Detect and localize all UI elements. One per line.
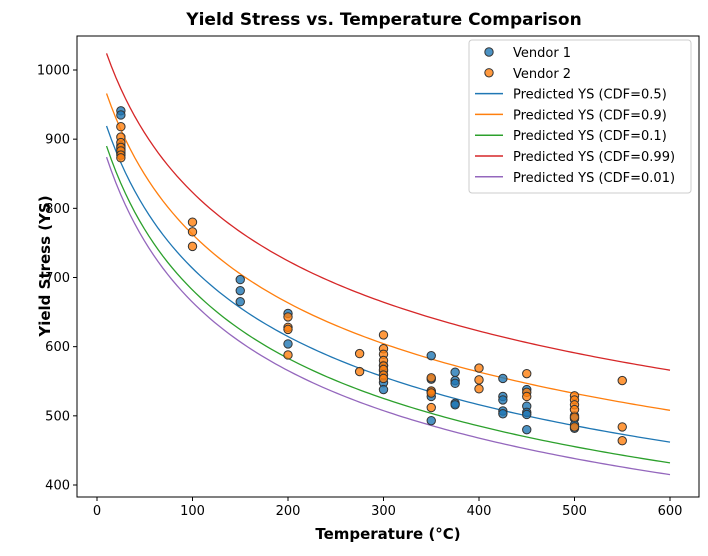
- x-tick-label: 500: [562, 504, 587, 519]
- scatter-point-1-6: [235, 285, 245, 296]
- y-tick-label: 800: [45, 202, 70, 217]
- scatter-point-2-16: [378, 330, 389, 340]
- scatter-point-2-14: [354, 348, 365, 359]
- y-axis-label: Yield Stress (YS): [36, 195, 54, 337]
- y-tick-label: 1000: [37, 64, 70, 79]
- y-tick-label: 600: [45, 340, 70, 355]
- axes-frame: [76, 35, 700, 498]
- scatter-point-1-24: [498, 373, 508, 384]
- scatter-point-2-8: [187, 227, 198, 237]
- scatter-point-1-9: [283, 339, 293, 349]
- scatter-point-1-18: [426, 415, 436, 426]
- legend-label: Predicted YS (CDF=0.5): [513, 88, 667, 103]
- scatter-point-2-13: [283, 350, 293, 360]
- scatter-point-2-40: [617, 375, 627, 386]
- scatter-point-2-23: [378, 373, 389, 384]
- scatter-point-1-32: [522, 409, 532, 420]
- scatter-point-2-42: [617, 436, 627, 446]
- x-tick-label: 200: [276, 504, 301, 519]
- scatter-point-2-30: [474, 384, 484, 394]
- scatter-point-2-26: [426, 388, 436, 398]
- x-tick-label: 100: [180, 504, 205, 519]
- scatter-point-1-5: [235, 274, 245, 285]
- scatter-point-2-39: [569, 422, 580, 432]
- scatter-point-2-24: [426, 373, 436, 383]
- chart-title: Yield Stress vs. Temperature Comparison: [185, 10, 581, 30]
- legend-label: Vendor 2: [513, 67, 571, 82]
- scatter-point-2-9: [187, 241, 198, 252]
- scatter-point-2-29: [474, 375, 484, 385]
- y-tick-label: 500: [45, 409, 70, 424]
- legend-marker: [484, 47, 494, 57]
- scatter-point-2-10: [283, 312, 293, 322]
- x-axis-label: Temperature (°C): [315, 525, 460, 543]
- scatter-point-2-31: [522, 368, 532, 379]
- x-tick-label: 0: [93, 504, 101, 519]
- line-series-3: [105, 53, 671, 371]
- scatter-point-1-1: [116, 110, 126, 120]
- scatter-point-2-27: [426, 402, 436, 413]
- scatter-point-1-21: [450, 378, 460, 389]
- scatter-point-2-15: [354, 366, 365, 377]
- plot-area: [105, 53, 671, 476]
- y-tick-label: 700: [45, 271, 70, 286]
- scatter-point-1-28: [498, 409, 508, 419]
- legend-label: Predicted YS (CDF=0.99): [513, 150, 675, 165]
- scatter-point-2-41: [617, 422, 627, 432]
- line-series-2: [105, 145, 671, 464]
- y-tick-label: 400: [45, 479, 70, 494]
- scatter-point-1-13: [378, 384, 389, 395]
- scatter-point-1-26: [498, 395, 508, 405]
- legend-label: Vendor 1: [513, 46, 571, 61]
- legend-label: Predicted YS (CDF=0.1): [513, 129, 667, 144]
- scatter-point-1-33: [522, 424, 532, 435]
- scatter-point-2-28: [474, 363, 484, 373]
- scatter-point-1-14: [426, 350, 436, 361]
- x-tick-label: 600: [658, 504, 683, 519]
- y-axis: 400 500 600 700 800 900 1000: [37, 64, 77, 494]
- scatter-point-2-7: [187, 217, 198, 227]
- legend-label: Predicted YS (CDF=0.01): [513, 171, 675, 186]
- scatter-point-2-12: [283, 324, 293, 335]
- legend-box: [468, 39, 692, 194]
- scatter-point-2-38: [569, 412, 580, 422]
- scatter-point-1-23: [450, 400, 460, 410]
- x-tick-label: 300: [371, 504, 396, 519]
- line-series-4: [105, 156, 671, 476]
- scatter-point-1-19: [450, 367, 460, 377]
- legend: Vendor 1 Vendor 2 Predicted YS (CDF=0.5) Pr…: [468, 39, 692, 194]
- y-tick-label: 900: [45, 133, 70, 148]
- x-tick-label: 400: [467, 504, 492, 519]
- x-axis: 0 100 200 300 400 500 600: [93, 497, 683, 519]
- scatter-point-1-7: [235, 297, 245, 307]
- legend-marker: [484, 68, 494, 78]
- scatter-point-2-33: [522, 391, 532, 402]
- scatter-point-2-6: [116, 153, 126, 163]
- scatter-point-2-0: [116, 122, 126, 132]
- legend-label: Predicted YS (CDF=0.9): [513, 108, 667, 123]
